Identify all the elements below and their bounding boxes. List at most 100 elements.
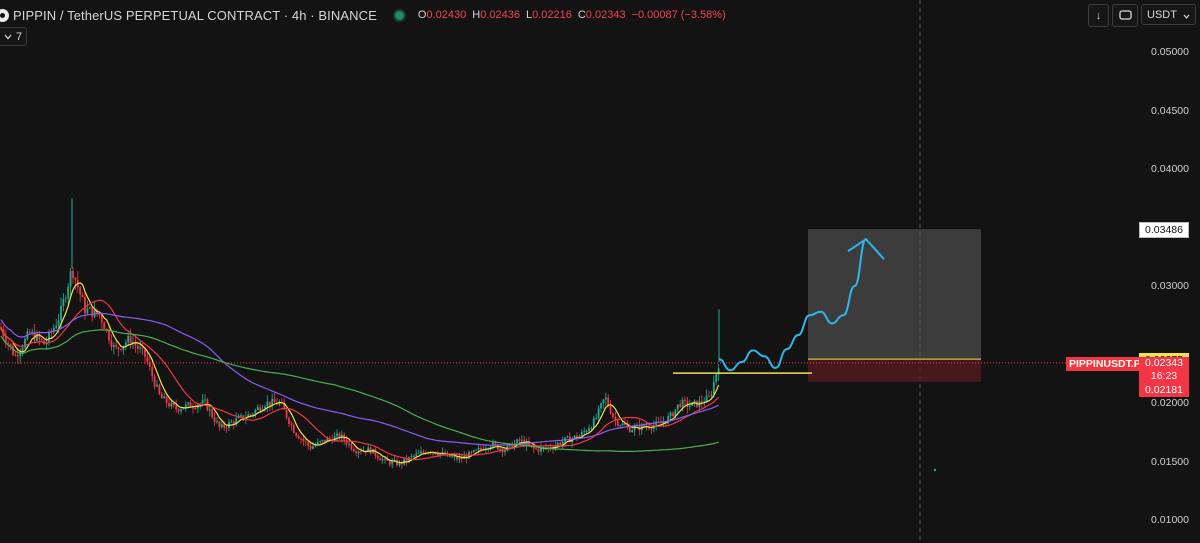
candle-body — [556, 442, 559, 446]
market-status-icon[interactable] — [394, 10, 404, 20]
candle-body — [504, 450, 506, 453]
last-price-value: 0.02343 — [1145, 356, 1183, 369]
candle-body — [614, 417, 617, 421]
candle-body — [715, 374, 718, 382]
screenshot-button[interactable] — [1112, 4, 1138, 27]
candle-body — [103, 322, 106, 330]
candle-body — [242, 415, 245, 420]
candle-body — [357, 451, 360, 454]
candle-body — [316, 441, 319, 445]
candle-body — [537, 449, 540, 452]
candle-body — [648, 426, 650, 429]
candle-body — [0, 326, 2, 330]
target-price-label: 0.03486 — [1139, 222, 1189, 239]
candle-body — [38, 334, 41, 340]
candle-body — [153, 376, 156, 387]
price-axis-tick: 0.04000 — [1151, 163, 1189, 175]
candle-body — [115, 345, 118, 348]
symbol-price-tag: PIPPINUSDT.P — [1066, 356, 1144, 371]
candle-body — [187, 402, 190, 405]
position-target-zone[interactable] — [808, 229, 981, 360]
candle-body — [460, 457, 463, 459]
candle-body — [57, 320, 60, 326]
moving-averages-layer — [0, 282, 720, 464]
candle-body — [86, 308, 89, 314]
candle-body — [28, 331, 31, 333]
projection-path[interactable] — [718, 238, 867, 372]
candle-body — [48, 331, 50, 343]
candle-body — [84, 297, 86, 314]
candle-body — [518, 439, 521, 441]
candle-body — [14, 354, 17, 356]
candle-body — [580, 432, 583, 437]
price-axis-tick: 0.03000 — [1151, 280, 1189, 292]
candle-body — [297, 436, 300, 439]
candle-body — [693, 400, 696, 402]
currency-select[interactable]: USDT — [1141, 4, 1196, 25]
candle-body — [136, 345, 139, 349]
candle-body — [379, 458, 382, 461]
candle-body — [163, 396, 166, 399]
candle-body — [288, 417, 290, 424]
candle-body — [681, 399, 684, 407]
candle-body — [417, 453, 420, 455]
ohlc-value: 0.02216 — [532, 9, 572, 21]
candle-body — [304, 441, 307, 443]
candle-body — [292, 424, 295, 433]
candle-body — [160, 394, 163, 399]
candle-body — [21, 347, 24, 352]
candle-body — [684, 399, 686, 401]
price-axis-tick: 0.01500 — [1151, 455, 1189, 468]
candle-body — [324, 439, 326, 442]
candle-body — [602, 399, 605, 404]
candle-body — [165, 396, 168, 404]
ohlc-value: 0.02436 — [480, 9, 520, 21]
moving-average-line — [0, 329, 719, 452]
symbol-title[interactable]: PIPPIN / TetherUS PERPETUAL CONTRACT · 4… — [13, 7, 377, 23]
candle-body — [520, 439, 523, 441]
candle-body — [16, 354, 19, 357]
moving-average-line — [0, 299, 720, 461]
candle-body — [374, 448, 377, 456]
download-button[interactable]: ↓ — [1088, 4, 1109, 27]
candle-body — [278, 401, 281, 405]
candle-body — [24, 338, 26, 348]
candle-body — [314, 444, 317, 447]
candle-body — [204, 399, 206, 401]
candle-body — [55, 325, 58, 328]
candle-body — [40, 339, 43, 341]
candle-body — [158, 384, 161, 395]
candle-body — [612, 413, 614, 418]
candle-body — [146, 356, 149, 363]
candle-body — [300, 438, 302, 440]
candle-body — [585, 430, 588, 432]
indicators-toggle[interactable]: 7 — [0, 27, 27, 46]
candle-body — [184, 404, 187, 409]
candle-body — [422, 451, 425, 453]
candle-body — [144, 348, 146, 357]
candle-body — [141, 347, 144, 349]
candle-body — [208, 409, 211, 411]
candle-body — [396, 460, 398, 466]
candle-body — [336, 433, 338, 437]
candle-body — [415, 453, 418, 456]
candle-body — [376, 455, 379, 459]
candle-body — [237, 416, 240, 419]
candle-body — [196, 405, 199, 409]
position-stop-zone[interactable] — [808, 359, 981, 382]
candle-body — [391, 461, 394, 465]
candle-body — [660, 421, 662, 424]
candle-body — [170, 402, 173, 407]
candle-body — [595, 417, 598, 419]
candle-body — [74, 277, 77, 280]
candle-body — [285, 409, 288, 418]
candle-body — [98, 314, 101, 316]
candle-body — [477, 447, 480, 450]
candle-body — [264, 406, 266, 409]
candle-body — [134, 342, 137, 346]
price-axis-tick: 0.05000 — [1151, 46, 1189, 58]
ohlc-value: 0.02343 — [585, 9, 626, 21]
moving-average-line — [0, 282, 720, 464]
candle-body — [513, 443, 516, 449]
